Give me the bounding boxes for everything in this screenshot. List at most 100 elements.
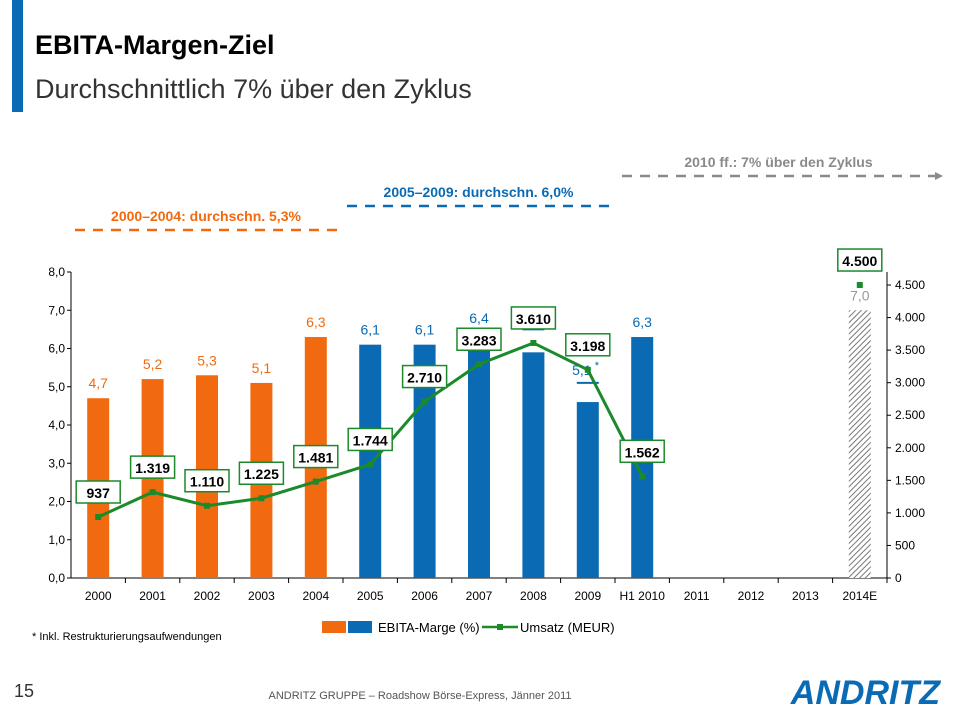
y-tick-label: 0,0 [48,571,65,585]
bar [413,344,436,578]
title: EBITA-Margen-Ziel [35,30,275,60]
revenue-point [856,282,863,289]
revenue-label: 1.562 [625,444,660,460]
revenue-point [584,366,591,373]
logo: ANDRITZ [790,674,941,712]
x-tick-label: 2001 [139,589,166,603]
revenue-label-box [565,333,611,357]
legend-point [497,624,503,630]
revenue-label-box [456,327,502,352]
y2-tick-label: 1.000 [895,506,925,520]
bar-value-label: 6,3 [306,314,326,330]
y2-tick-label: 4.000 [895,311,925,325]
bar-value-label: 6,1 [360,322,380,338]
bar-value-label: 5,2 [143,356,163,372]
y2-tick-label: 3.500 [895,343,925,357]
page-number: 15 [14,681,34,701]
x-tick-label: 2014E [842,589,877,603]
y2-tick-label: 4.500 [895,278,925,292]
x-tick-label: 2011 [684,589,710,603]
revenue-label: 3.283 [461,332,496,348]
period-label: 2000–2004: durchschn. 5,3% [111,208,301,224]
y-tick-label: 1,0 [48,533,65,547]
revenue-label-box [293,444,339,469]
y2-tick-label: 2.000 [895,441,925,455]
revenue-point [204,502,210,509]
y-tick-label: 8,0 [48,265,65,279]
bar-value-label: 6,3 [632,314,652,330]
x-tick-label: H1 2010 [620,589,666,603]
period-label: 2010 ff.: 7% über den Zyklus [684,154,872,170]
bar [359,344,382,578]
revenue-label: 1.481 [298,450,333,466]
revenue-point [312,478,319,485]
revenue-point [639,473,646,480]
revenue-label-box [347,427,393,452]
revenue-label-box [129,455,176,479]
revenue-point [95,513,102,520]
legend-swatch [348,621,372,633]
revenue-label-box [619,439,665,464]
bar-value-label: 5,1 [252,360,272,376]
y-tick-label: 4,0 [48,418,65,432]
x-tick-label: 2002 [194,589,221,603]
revenue-label-box [837,248,883,272]
y-tick-label: 6,0 [48,342,65,356]
subtitle: Durchschnittlich 7% über den Zyklus [35,74,472,104]
y2-tick-label: 2.500 [895,408,925,422]
x-tick-label: 2000 [85,589,112,603]
bar-value-label: 6,1 [415,322,435,338]
bar-value-label: 7,0 [850,287,870,303]
revenue-label: 1.744 [353,432,388,448]
footnote: * Inkl. Restrukturierungsaufwendungen [32,631,222,643]
footnote-mark: * [595,360,600,372]
x-tick-label: 2009 [574,589,601,603]
revenue-label: 4.500 [842,253,877,269]
bar [848,310,871,578]
chart: 0,0 1,0 2,0 3,0 4,0 5,0 6,0 7,0 8,0 0 500 1.000 1.50… [48,154,943,635]
revenue-label: 2.710 [407,370,442,386]
revenue-label: 3.610 [516,311,551,327]
revenue-label: 1.110 [190,474,224,490]
revenue-label-box [510,306,557,330]
revenue-label: 3.198 [570,338,605,354]
y2-tick-label: 3.000 [895,376,925,390]
bar-value-label: 6,4 [469,310,489,326]
revenue-label-box [401,364,448,389]
revenue-point [149,489,156,496]
revenue-label: 937 [87,485,111,501]
x-tick-label: 2006 [411,589,438,603]
bar-value-label: 4,7 [88,375,108,391]
y2-tick-label: 1.500 [895,473,925,487]
revenue-label: 1.319 [135,460,170,476]
x-tick-label: 2013 [792,589,819,603]
x-tick-label: 2003 [248,589,275,603]
revenue-point [476,361,482,368]
y-tick-label: 2,0 [48,495,65,509]
revenue-label: 1.225 [244,466,279,482]
x-tick-label: 2008 [520,589,547,603]
period-arrow [935,172,943,180]
period-label: 2005–2009: durchschn. 6,0% [384,184,574,200]
legend-label: EBITA-Marge (%) [378,620,480,635]
bar-value-label: 5,3 [197,352,217,368]
revenue-label-box [238,461,285,485]
x-tick-label: 2012 [738,589,765,603]
revenue-point [421,398,428,405]
revenue-point [258,495,265,502]
y2-tick-label: 0 [895,571,902,585]
y-tick-label: 3,0 [48,456,65,470]
legend-label: Umsatz (MEUR) [520,620,615,635]
bar [468,333,490,578]
revenue-point [530,339,537,346]
revenue-point [367,461,374,468]
y-tick-label: 7,0 [48,303,65,317]
footer: ANDRITZ GRUPPE – Roadshow Börse-Express,… [268,690,571,702]
revenue-label-box [184,468,230,493]
legend-swatch [322,621,346,633]
y-tick-label: 5,0 [48,380,65,394]
x-tick-label: 2007 [466,589,493,603]
x-tick-label: 2005 [357,589,384,603]
revenue-label-box [75,480,121,504]
